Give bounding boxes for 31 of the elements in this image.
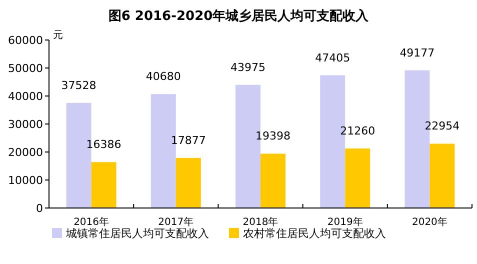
data-label: 37528 xyxy=(61,78,96,92)
y-tick-label: 60000 xyxy=(8,34,43,47)
bar xyxy=(430,144,455,208)
chart-title: 图6 2016-2020年城乡居民人均可支配收入 xyxy=(108,8,370,24)
y-tick-label: 20000 xyxy=(8,146,43,159)
x-tick-label: 2017年 xyxy=(158,216,194,228)
data-label: 43975 xyxy=(230,60,266,74)
data-label: 22954 xyxy=(424,120,460,133)
bar xyxy=(91,162,116,208)
bar xyxy=(260,154,286,208)
data-label: 21260 xyxy=(340,124,376,138)
data-label: 19398 xyxy=(256,130,290,143)
y-tick-label: 30000 xyxy=(8,118,43,131)
legend-label: 城镇常住居民人均可支配收入 xyxy=(65,227,209,240)
y-axis-title: 元 xyxy=(53,30,63,41)
y-tick-label: 0 xyxy=(36,202,43,215)
x-tick-label: 2019年 xyxy=(327,216,363,228)
data-label: 40680 xyxy=(146,70,181,84)
data-label: 16386 xyxy=(86,138,122,152)
y-tick-label: 10000 xyxy=(8,174,43,187)
data-label: 49177 xyxy=(400,46,435,60)
x-tick-label: 2018年 xyxy=(242,216,278,228)
bar xyxy=(176,158,201,208)
y-tick-label: 50000 xyxy=(8,62,43,75)
x-tick-label: 2020年 xyxy=(412,216,448,228)
legend-label: 农村常住居民人均可支配收入 xyxy=(243,227,386,240)
data-label: 17877 xyxy=(170,134,206,147)
bar xyxy=(345,148,370,208)
data-label: 47405 xyxy=(315,51,350,64)
y-tick-label: 40000 xyxy=(8,90,43,103)
x-tick-label: 2016年 xyxy=(74,216,110,228)
